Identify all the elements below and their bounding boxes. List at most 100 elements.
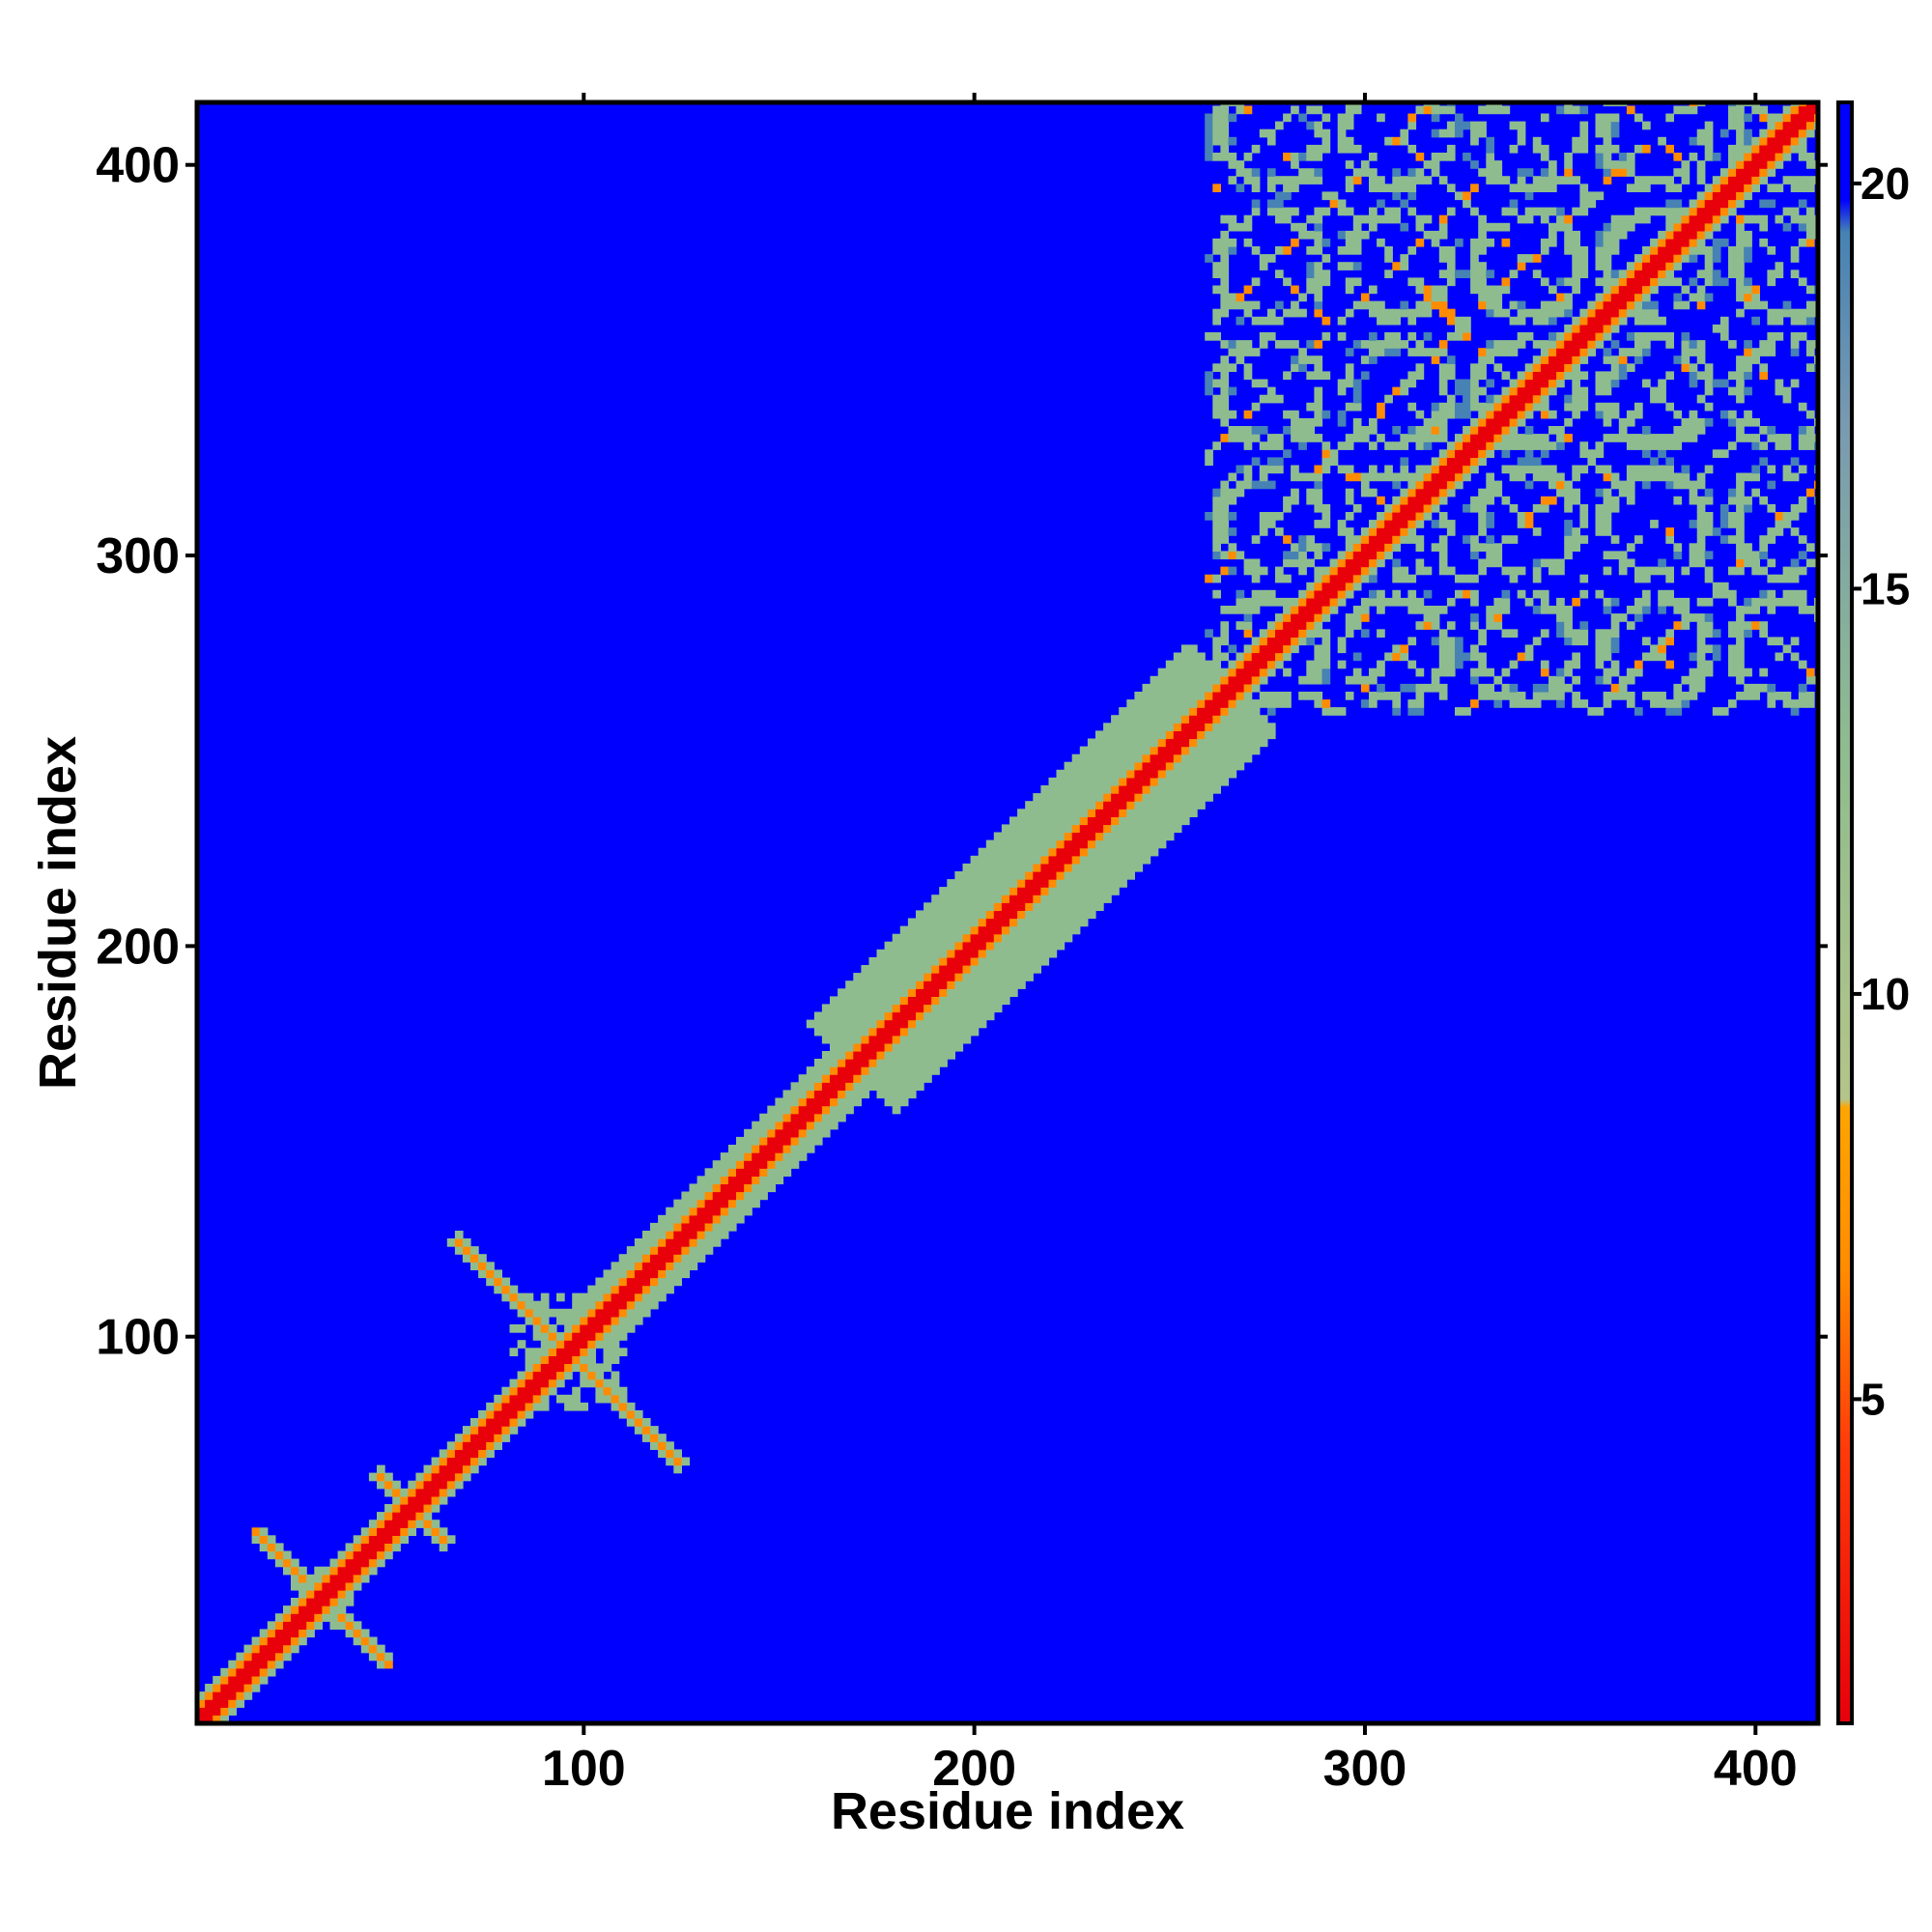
heatmap-cell [1251,207,1261,216]
heatmap-cell [1486,551,1494,560]
heatmap-cell [1689,668,1698,677]
heatmap-cell [1134,699,1144,708]
heatmap-cell [1329,574,1339,583]
heatmap-cell [696,1183,706,1193]
heatmap-cell [1696,293,1706,302]
heatmap-cell [1681,692,1690,700]
heatmap-cell [1650,652,1659,662]
heatmap-cell [1650,246,1659,255]
heatmap-cell [1509,348,1519,356]
heatmap-cell [1142,824,1151,834]
heatmap-cell [1291,597,1299,607]
heatmap-cell [1673,707,1683,716]
heatmap-cell [853,996,862,1006]
heatmap-cell [1438,308,1448,318]
heatmap-cell [1087,879,1096,888]
heatmap-cell [1314,472,1323,482]
heatmap-cell [1236,316,1245,326]
heatmap-cell [1431,105,1440,115]
heatmap-cell [1595,675,1605,685]
heatmap-cell [384,1520,393,1528]
heatmap-cell [1126,707,1135,716]
heatmap-cell [1033,895,1041,903]
heatmap-cell [1751,621,1760,630]
heatmap-cell [1790,246,1800,255]
heatmap-cell [1572,176,1580,185]
heatmap-cell [1759,160,1768,169]
heatmap-cell [1681,675,1690,685]
heatmap-cell [1681,246,1690,255]
heatmap-cell [658,1269,667,1279]
heatmap-cell [1470,254,1479,263]
heatmap-cell [329,1598,339,1606]
heatmap-cell [1704,128,1714,138]
heatmap-cell [1610,613,1620,622]
heatmap-cell [1040,941,1050,951]
heatmap-cell [1696,246,1706,255]
heatmap-cell [1673,105,1683,115]
heatmap-cell [1704,629,1714,638]
heatmap-cell [1345,692,1354,700]
heatmap-cell [1704,644,1714,654]
heatmap-cell [1438,293,1448,302]
heatmap-cell [1189,753,1198,763]
heatmap-cell [1431,417,1440,427]
heatmap-cell [892,1011,901,1021]
heatmap-cell [1540,496,1549,505]
heatmap-cell [1572,535,1580,544]
heatmap-cell [494,1426,502,1435]
heatmap-cell [1384,348,1393,356]
heatmap-cell [954,1027,964,1037]
heatmap-cell [322,1566,331,1576]
heatmap-cell [1540,184,1549,192]
heatmap-cell [1033,801,1041,810]
heatmap-cell [384,1543,393,1552]
heatmap-cell [962,910,972,920]
heatmap-cell [939,956,948,966]
heatmap-cell [1071,816,1081,826]
heatmap-cell [1087,910,1096,920]
heatmap-cell [1736,222,1745,232]
heatmap-cell [1634,348,1643,356]
heatmap-cell [1033,847,1041,857]
heatmap-cell [1415,597,1425,607]
heatmap-cell [1665,472,1674,482]
heatmap-cell [1790,512,1800,521]
heatmap-cell [1455,441,1463,450]
heatmap-cell [205,1699,213,1708]
heatmap-cell [1805,184,1815,192]
heatmap-cell [884,949,894,958]
heatmap-cell [1493,597,1503,607]
heatmap-cell [1056,785,1065,794]
heatmap-cell [486,1426,495,1435]
heatmap-cell [1736,371,1745,381]
heatmap-cell [712,1199,722,1208]
heatmap-cell [752,1121,760,1130]
heatmap-cell [1431,402,1440,412]
heatmap-cell [1119,801,1127,810]
heatmap-cell [798,1128,808,1138]
heatmap-cell [1689,105,1698,115]
heatmap-cell [1610,293,1620,302]
heatmap-cell [1314,410,1323,419]
heatmap-cell [1446,270,1456,278]
heatmap-cell [478,1449,487,1459]
heatmap-cell [580,1324,588,1333]
heatmap-cell [1650,316,1659,326]
heatmap-cell [1478,449,1487,458]
heatmap-cell [1165,683,1175,693]
heatmap-cell [517,1324,526,1333]
heatmap-cell [1509,402,1519,412]
heatmap-cell [1618,488,1628,497]
heatmap-cell [985,918,995,927]
heatmap-cell [384,1488,393,1497]
heatmap-cell [1220,629,1230,638]
heatmap-cell [1400,512,1409,521]
heatmap-cell [1556,207,1565,216]
heatmap-cell [1798,566,1807,576]
heatmap-cell [813,1128,823,1138]
heatmap-cell [1298,613,1307,622]
heatmap-cell [283,1550,292,1560]
heatmap-cell [462,1457,471,1466]
heatmap-cell [1704,184,1714,192]
